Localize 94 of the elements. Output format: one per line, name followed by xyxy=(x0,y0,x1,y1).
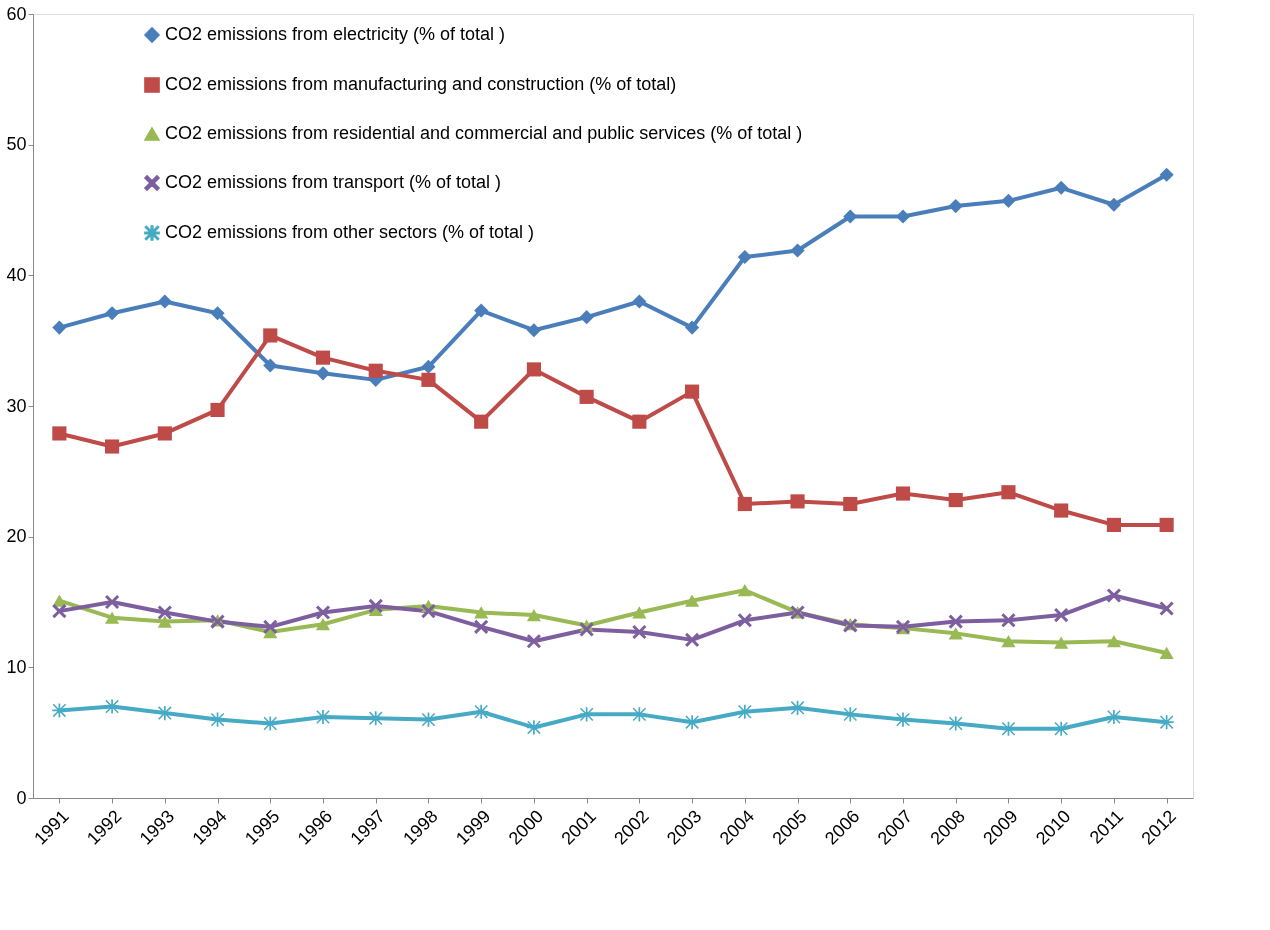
point xyxy=(1054,608,1069,623)
point xyxy=(1106,709,1121,725)
point xyxy=(948,493,963,508)
point xyxy=(368,363,383,378)
point xyxy=(52,320,67,335)
point xyxy=(737,496,752,512)
point xyxy=(263,328,278,343)
point xyxy=(1106,588,1121,603)
legend-label: CO2 emissions from electricity (% of total ) xyxy=(165,24,506,44)
point xyxy=(474,414,489,429)
point xyxy=(1159,646,1174,660)
point xyxy=(737,249,752,265)
point xyxy=(157,294,172,309)
point xyxy=(474,704,489,719)
point xyxy=(1159,601,1174,616)
point xyxy=(526,323,541,338)
point xyxy=(210,402,225,417)
point xyxy=(1054,503,1069,518)
point xyxy=(843,496,858,512)
point xyxy=(421,359,436,374)
point xyxy=(685,594,700,607)
point xyxy=(1001,485,1016,500)
point xyxy=(632,624,647,640)
point xyxy=(737,584,752,597)
point xyxy=(1001,613,1016,628)
point xyxy=(263,619,278,634)
point xyxy=(1159,167,1174,182)
point xyxy=(948,614,963,629)
y-tick-label: 50 xyxy=(6,134,27,155)
point xyxy=(685,715,700,730)
point xyxy=(1001,193,1016,208)
y-tick-label: 10 xyxy=(6,656,27,677)
point xyxy=(368,711,383,726)
legend-label: CO2 emissions from manufacturing and construction (% of total) xyxy=(165,74,677,94)
point xyxy=(315,366,331,381)
point xyxy=(1001,635,1016,648)
point xyxy=(632,414,647,429)
point xyxy=(737,613,752,628)
point xyxy=(526,362,541,377)
point xyxy=(790,494,805,509)
point xyxy=(1054,721,1069,736)
point xyxy=(632,606,647,619)
point xyxy=(52,604,67,619)
y-tick-label: 0 xyxy=(16,787,27,808)
point xyxy=(895,486,911,501)
point xyxy=(105,439,120,454)
point xyxy=(1106,517,1121,532)
point xyxy=(210,306,225,321)
point xyxy=(1106,635,1121,648)
point xyxy=(843,209,858,224)
y-tick-label: 30 xyxy=(6,395,27,416)
legend-label: CO2 emissions from transport (% of total ) xyxy=(165,172,502,192)
point xyxy=(421,604,436,619)
point xyxy=(474,606,489,619)
point xyxy=(474,303,489,318)
point xyxy=(315,709,331,725)
point xyxy=(157,426,172,441)
point xyxy=(105,594,120,610)
legend-label: CO2 emissions from residential and commercial and public services (% of total ) xyxy=(165,123,803,143)
point xyxy=(157,605,172,620)
point xyxy=(52,426,67,441)
y-tick-label: 40 xyxy=(6,264,27,285)
point xyxy=(474,619,489,634)
point xyxy=(579,622,594,637)
y-tick-label: 60 xyxy=(6,3,27,24)
point xyxy=(895,209,911,224)
point xyxy=(685,320,700,335)
point xyxy=(315,618,331,631)
point xyxy=(263,358,278,373)
point xyxy=(157,706,172,721)
point xyxy=(948,199,963,214)
legend-label: CO2 emissions from other sectors (% of total ) xyxy=(165,222,535,242)
point xyxy=(632,294,647,309)
point xyxy=(790,243,805,258)
point xyxy=(579,310,594,325)
point xyxy=(315,350,331,365)
point xyxy=(105,611,120,624)
point xyxy=(579,389,594,404)
point xyxy=(421,372,436,387)
point xyxy=(685,632,700,647)
y-tick-label: 20 xyxy=(6,526,27,547)
point xyxy=(1054,636,1069,649)
point xyxy=(526,634,541,649)
point xyxy=(948,627,963,640)
point xyxy=(105,306,120,321)
point xyxy=(1159,517,1174,532)
point xyxy=(157,615,172,628)
point xyxy=(737,704,752,719)
point xyxy=(315,605,331,620)
point xyxy=(526,608,541,622)
point xyxy=(1106,197,1121,212)
point xyxy=(1054,180,1069,195)
point xyxy=(685,384,700,399)
point xyxy=(368,598,383,613)
